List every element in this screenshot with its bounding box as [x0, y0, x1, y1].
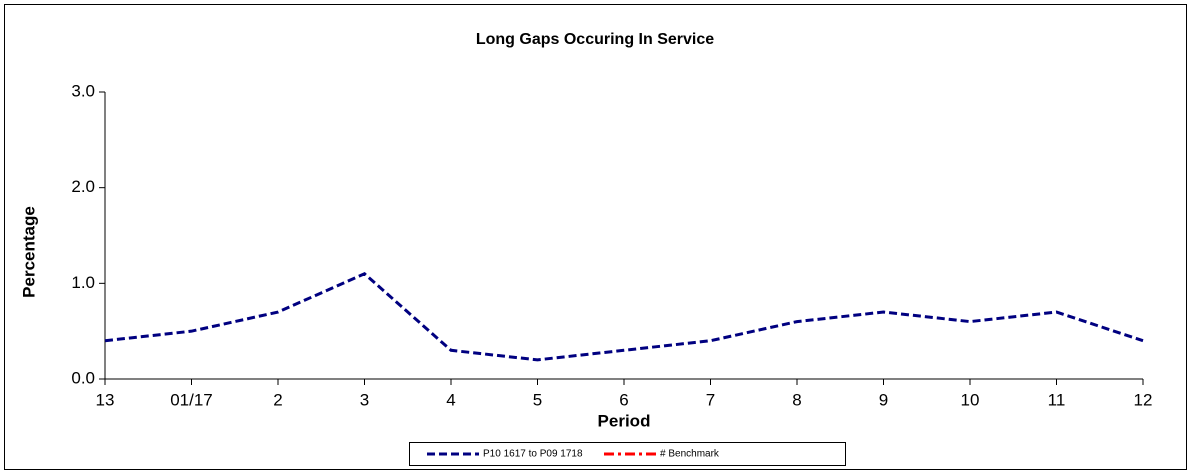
chart-title: Long Gaps Occuring In Service [476, 31, 714, 48]
x-tick-label: 6 [619, 390, 628, 409]
y-tick-label: 1.0 [71, 273, 95, 292]
x-tick-label: 12 [1134, 390, 1153, 409]
x-tick-label: 11 [1048, 390, 1066, 409]
x-tick-label: 3 [360, 390, 369, 409]
x-tick-label: 10 [961, 390, 980, 409]
y-tick-label: 3.0 [71, 81, 95, 100]
y-tick-label: 2.0 [71, 177, 95, 196]
chart-frame [4, 4, 1187, 470]
x-tick-label: 2 [273, 390, 282, 409]
x-tick-label: 4 [446, 390, 455, 409]
x-tick-label: 01/17 [170, 390, 213, 409]
x-tick-label: 8 [792, 390, 801, 409]
x-tick-label: 9 [879, 390, 888, 409]
y-tick-label: 0.0 [71, 368, 95, 387]
x-tick-label: 5 [533, 390, 542, 409]
series-line [104, 272, 1144, 362]
legend-label: P10 1617 to P09 1718 [483, 449, 583, 460]
x-tick-label: 13 [96, 390, 115, 409]
x-axis-label: Period [598, 411, 651, 430]
y-axis-label: Percentage [19, 206, 38, 298]
legend-label: # Benchmark [660, 449, 720, 460]
x-tick-label: 7 [706, 390, 715, 409]
